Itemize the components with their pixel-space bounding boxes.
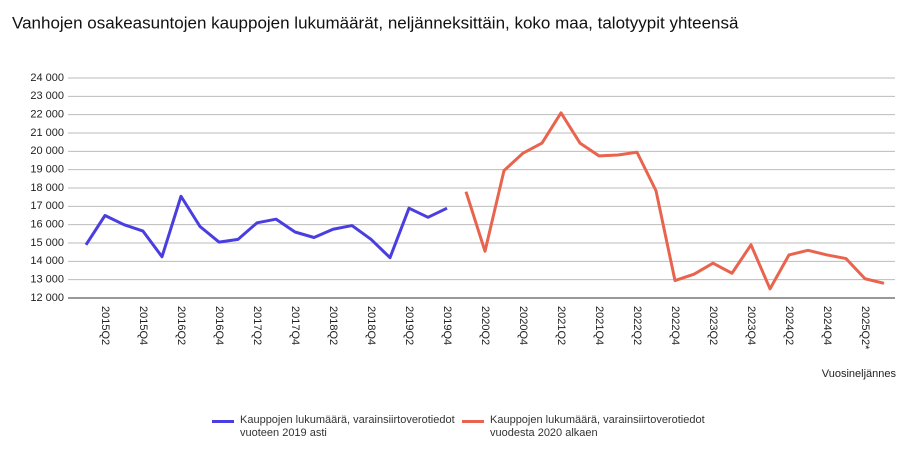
- x-tick-label: 2018Q2: [327, 306, 339, 345]
- legend-swatch: [212, 420, 234, 423]
- x-tick-label: 2015Q2: [99, 306, 111, 345]
- x-tick-label: 2020Q4: [517, 306, 529, 345]
- x-tick-label: 2017Q2: [251, 306, 263, 345]
- x-tick-label: 2023Q4: [745, 306, 757, 345]
- y-tick-label: 20 000: [30, 145, 64, 157]
- x-tick-label: 2022Q2: [631, 306, 643, 345]
- chart-title: Vanhojen osakeasuntojen kauppojen lukumä…: [12, 13, 739, 32]
- y-tick-label: 14 000: [30, 255, 64, 267]
- y-tick-label: 17 000: [30, 200, 64, 212]
- x-tick-label: 2016Q4: [213, 306, 225, 345]
- y-tick-label: 13 000: [30, 274, 64, 286]
- y-tick-label: 18 000: [30, 182, 64, 194]
- x-tick-label: 2024Q2: [783, 306, 795, 345]
- x-tick-label: 2016Q2: [175, 306, 187, 345]
- y-tick-label: 12 000: [30, 292, 64, 304]
- y-tick-label: 24 000: [30, 72, 64, 84]
- legend-swatch: [462, 420, 484, 423]
- x-tick-label: 2022Q4: [669, 306, 681, 345]
- y-tick-label: 19 000: [30, 164, 64, 176]
- legend-item: Kauppojen lukumäärä, varainsiirtoverotie…: [462, 414, 720, 440]
- x-tick-label: 2018Q4: [365, 306, 377, 345]
- legend-label: Kauppojen lukumäärä, varainsiirtoverotie…: [490, 414, 705, 439]
- x-axis-label: Vuosineljännes: [822, 368, 897, 380]
- x-tick-label: 2025Q2*: [859, 306, 871, 350]
- x-tick-label: 2017Q4: [289, 306, 301, 345]
- x-tick-label: 2023Q2: [707, 306, 719, 345]
- series-line: [464, 111, 885, 291]
- x-tick-label: 2024Q4: [821, 306, 833, 345]
- y-tick-label: 23 000: [30, 90, 64, 102]
- x-tick-label: 2021Q4: [593, 306, 605, 345]
- y-tick-label: 21 000: [30, 127, 64, 139]
- series-line: [84, 194, 448, 260]
- legend-label: Kauppojen lukumäärä, varainsiirtoverotie…: [240, 414, 455, 439]
- legend-item: Kauppojen lukumäärä, varainsiirtoverotie…: [212, 414, 470, 440]
- x-tick-label: 2015Q4: [137, 306, 149, 345]
- x-tick-label: 2019Q4: [441, 306, 453, 345]
- y-tick-label: 15 000: [30, 237, 64, 249]
- y-tick-label: 16 000: [30, 219, 64, 231]
- x-tick-label: 2021Q2: [555, 306, 567, 345]
- y-tick-label: 22 000: [30, 109, 64, 121]
- x-tick-label: 2020Q2: [479, 306, 491, 345]
- x-tick-label: 2019Q2: [403, 306, 415, 345]
